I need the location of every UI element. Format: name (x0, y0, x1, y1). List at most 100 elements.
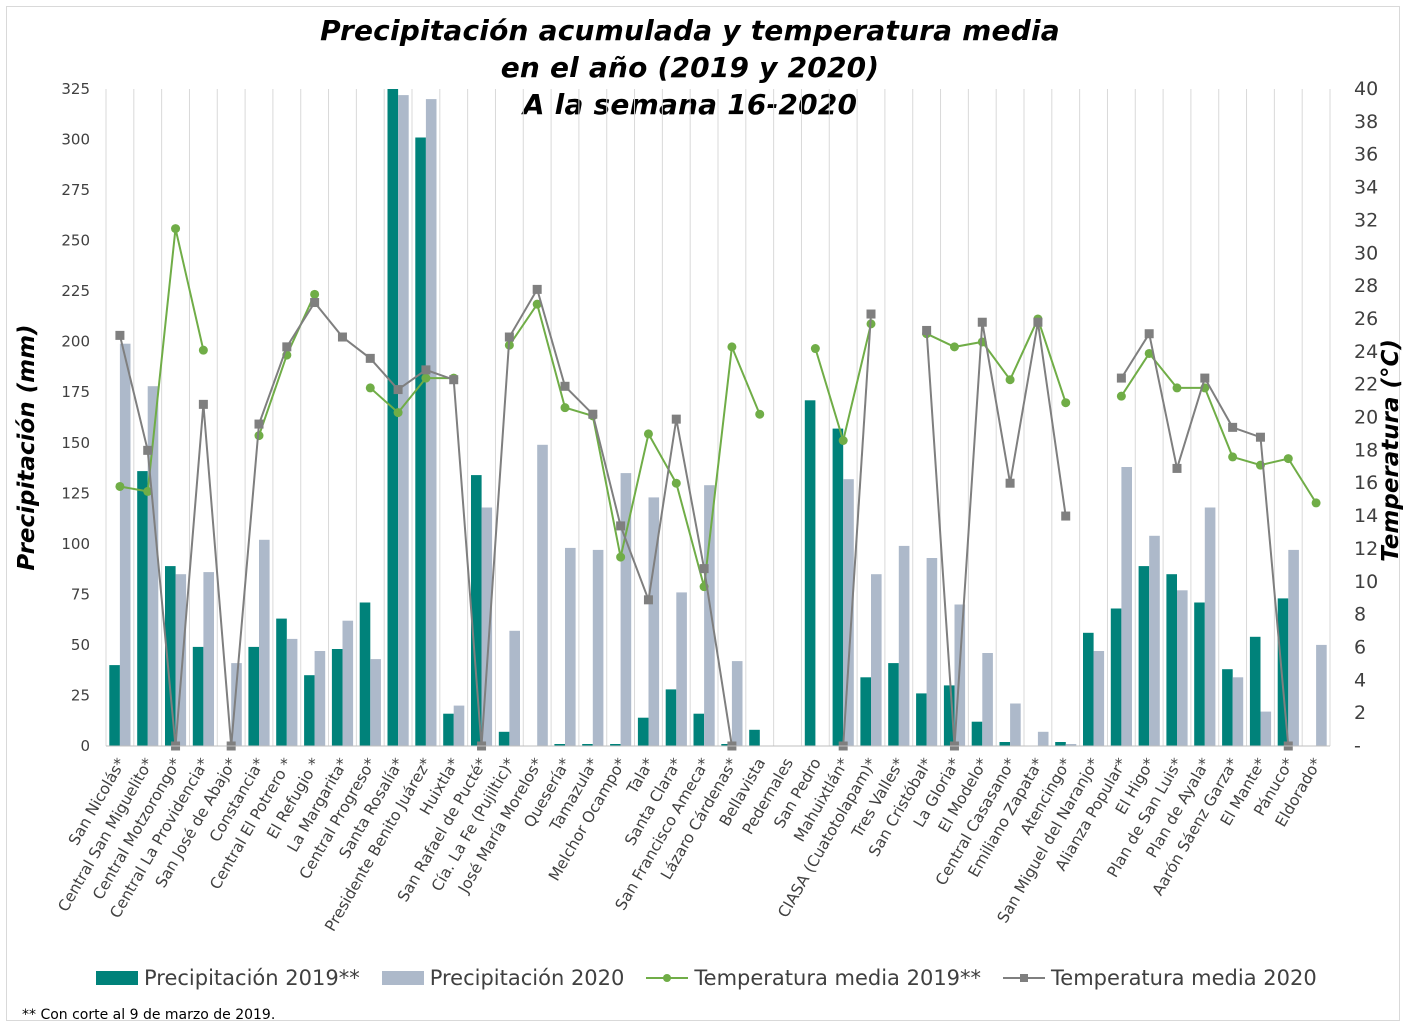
grid-layer (105, 89, 1331, 746)
temp-2019-point (171, 224, 181, 234)
bar-precip-2019 (443, 713, 454, 746)
y2-tick-label: 36 (1354, 144, 1378, 166)
temp-2019-point (643, 429, 653, 439)
temp-2020-point (1061, 511, 1071, 521)
y-tick-label: 300 (61, 131, 90, 149)
temp-2019-point (1116, 391, 1126, 401)
bar-layer (109, 89, 1327, 747)
bar-precip-2019 (415, 137, 426, 746)
y-tick-label: 0 (80, 737, 90, 755)
temp-2020-point (1172, 463, 1182, 473)
bar-precip-2020 (565, 547, 576, 746)
legend-swatch-temp-2020 (1003, 971, 1046, 985)
chart-title-line-2: en el año (2019 y 2020) (500, 51, 880, 84)
temp-2020-point (143, 445, 153, 455)
y2-tick-label: 28 (1354, 275, 1378, 297)
bar-precip-2020 (704, 485, 715, 746)
temp-2019-point (198, 345, 208, 355)
temp-2019-point (755, 409, 765, 419)
y2-tick-label: - (1354, 735, 1361, 757)
bar-precip-2019 (999, 742, 1011, 746)
bar-precip-2019 (971, 721, 983, 746)
bar-precip-2020 (982, 653, 993, 746)
y-tick-label: 25 (71, 686, 90, 704)
y-tick-label: 75 (71, 585, 90, 603)
temp-2020-point (616, 521, 626, 531)
bar-precip-2019 (331, 649, 343, 746)
temp-2019-point (810, 344, 820, 354)
legend-item-precip-2019: Precipitación 2019** (96, 966, 360, 990)
legend-swatch-temp-2019 (646, 971, 689, 985)
temp-2019-line (926, 316, 1067, 404)
bar-precip-2020 (398, 95, 409, 747)
bar-precip-2019 (888, 663, 899, 746)
temp-2020-point (1033, 317, 1043, 327)
y2-tick-label: 8 (1354, 604, 1366, 626)
temp-2020-point (643, 595, 653, 605)
bar-precip-2020 (370, 659, 381, 746)
temp-2020-line (925, 322, 1067, 747)
bar-precip-2019 (943, 685, 955, 746)
y2-tick-label: 40 (1354, 78, 1378, 100)
temp-2020-point (588, 409, 598, 419)
temp-2020-point (449, 375, 459, 385)
bar-precip-2019 (1083, 632, 1094, 746)
bar-precip-2020 (1149, 535, 1160, 746)
bar-precip-2019 (1277, 598, 1289, 746)
bar-precip-2019 (916, 693, 927, 746)
temp-2019-point (727, 342, 737, 352)
y2-tick-label: 2 (1354, 702, 1366, 724)
temp-2019-point (671, 478, 681, 488)
temp-2020-point (532, 284, 542, 294)
legend-item-temp-2020: Temperatura media 2020 (1003, 966, 1317, 990)
bar-precip-2020 (175, 574, 187, 746)
bar-precip-2020 (1065, 744, 1077, 746)
temp-2020-point (671, 414, 681, 424)
y2-tick-label: 34 (1354, 177, 1378, 199)
y2-tick-label: 30 (1354, 242, 1378, 264)
bar-precip-2019 (471, 475, 482, 746)
bar-precip-2020 (1288, 549, 1299, 746)
legend-swatch-precip-2019 (96, 971, 138, 985)
temp-2020-point (337, 332, 347, 342)
y2-tick-label: 26 (1354, 308, 1378, 330)
bar-precip-2019 (359, 602, 371, 746)
y-tick-label: 175 (61, 383, 90, 401)
bar-precip-2019 (498, 731, 510, 746)
bar-precip-2020 (1121, 467, 1132, 746)
bar-precip-2020 (1260, 711, 1272, 746)
bar-precip-2020 (926, 558, 938, 746)
bar-precip-2019 (137, 471, 148, 746)
bar-precip-2020 (676, 592, 687, 746)
bar-precip-2019 (1194, 602, 1205, 746)
bar-precip-2020 (203, 572, 214, 746)
temp-2019-point (838, 435, 848, 445)
bar-precip-2019 (1055, 742, 1066, 746)
chart-legend: Precipitación 2019** Precipitación 2020 … (96, 966, 1339, 990)
temp-2019-point (115, 481, 125, 491)
bar-precip-2019 (832, 428, 844, 746)
bar-precip-2020 (1093, 651, 1105, 746)
bar-precip-2020 (592, 549, 604, 746)
legend-label-precip-2020: Precipitación 2020 (429, 966, 625, 990)
bar-precip-2020 (1316, 644, 1327, 746)
y-tick-label: 200 (61, 333, 90, 351)
temp-2019-point (1061, 398, 1071, 408)
temp-2019-line (369, 377, 454, 415)
y2-axis-title: Temperatura (°C) (1378, 339, 1404, 562)
bar-precip-2019 (248, 646, 259, 746)
bar-precip-2020 (537, 444, 548, 746)
legend-item-temp-2019: Temperatura media 2019** (646, 966, 981, 990)
bar-precip-2019 (165, 566, 176, 746)
y-tick-label: 225 (61, 282, 90, 300)
bar-precip-2019 (192, 646, 204, 746)
temp-2019-point (949, 342, 959, 352)
temp-2019-point (1311, 498, 1321, 508)
y-tick-label: 150 (61, 434, 90, 452)
temp-2020-line (842, 313, 872, 747)
legend-swatch-precip-2020 (381, 971, 424, 985)
y-axis-title: Precipitación (mm) (14, 324, 40, 570)
temp-2020-point (365, 353, 375, 363)
bar-precip-2020 (1037, 731, 1049, 746)
temp-2020-point (1228, 422, 1238, 432)
